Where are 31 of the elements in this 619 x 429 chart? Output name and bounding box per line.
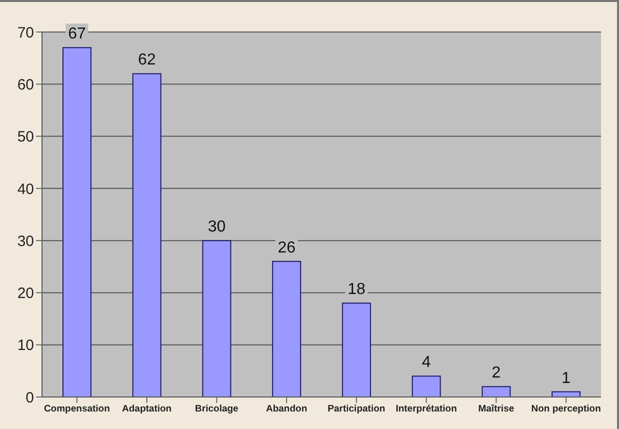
bar (482, 386, 511, 397)
x-tick-label: Maîtrise (478, 404, 514, 415)
data-label: 2 (492, 364, 501, 382)
bar (62, 47, 92, 397)
bar (342, 302, 371, 397)
y-tick-label: 20 (17, 285, 34, 302)
data-label: 30 (208, 218, 226, 236)
y-tick-label: 10 (17, 337, 34, 354)
x-tick-label: Compensation (44, 404, 110, 415)
y-tick-label: 50 (17, 128, 34, 146)
y-tick-label: 60 (17, 76, 34, 94)
bar (412, 376, 441, 397)
data-label: 26 (278, 239, 296, 256)
data-label: 4 (422, 354, 431, 372)
x-tick-label: Interprétation (396, 404, 458, 415)
x-tick-label: Abandon (266, 404, 308, 415)
data-label: 67 (68, 26, 86, 43)
x-tick-label: Non perception (531, 404, 602, 415)
y-tick-label: 30 (17, 232, 34, 250)
y-tick-label: 70 (17, 24, 34, 42)
y-tick-label: 40 (17, 180, 34, 198)
x-tick-label: Participation (328, 404, 386, 415)
y-tick-label: 0 (26, 389, 34, 406)
x-tick-label: Adaptation (122, 404, 172, 415)
data-label: 1 (562, 370, 571, 387)
data-label: 18 (348, 281, 366, 298)
bar (132, 73, 162, 397)
data-label: 62 (138, 52, 156, 69)
bar (202, 240, 232, 397)
x-tick-label: Bricolage (195, 404, 238, 415)
bar (272, 260, 302, 397)
